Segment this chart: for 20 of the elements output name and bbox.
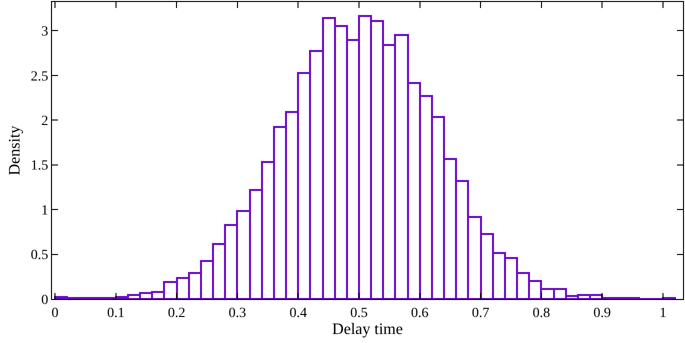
x-tick-label: 0.9 <box>593 306 611 321</box>
x-tick-label: 0.4 <box>289 306 307 321</box>
x-tick-label: 0.2 <box>168 306 186 321</box>
x-tick-label: 0.1 <box>107 306 125 321</box>
y-tick-label: 0 <box>41 292 48 308</box>
y-tick-label: 0.5 <box>30 248 48 264</box>
x-tick-label: 0.5 <box>350 306 368 321</box>
y-tick-label: 1 <box>41 203 48 218</box>
x-tick-label: 0 <box>52 306 59 321</box>
x-tick-label: 0.6 <box>411 306 429 321</box>
y-tick-label: 3 <box>41 24 48 40</box>
x-tick-label: 1 <box>659 306 666 321</box>
x-tick-label: 0.8 <box>532 306 550 321</box>
y-tick-label: 2.5 <box>30 69 48 84</box>
x-tick-label: 0.7 <box>472 306 490 321</box>
y-axis-title: Density <box>6 126 24 176</box>
y-tick-label: 1.5 <box>30 158 48 174</box>
x-axis-title: Delay time <box>332 320 403 338</box>
y-tick-label: 2 <box>41 114 48 129</box>
x-tick-label: 0.3 <box>228 306 246 321</box>
